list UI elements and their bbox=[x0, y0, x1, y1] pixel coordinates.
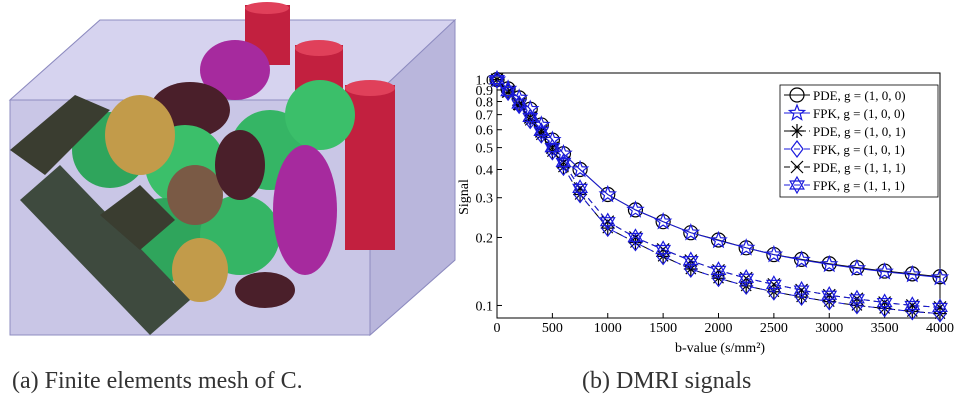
x-tick-label: 4000 bbox=[926, 321, 954, 336]
y-tick-label: 1.0 bbox=[476, 74, 494, 89]
marker bbox=[544, 138, 561, 157]
y-tick-label: 0.2 bbox=[476, 231, 494, 246]
legend-marker bbox=[790, 140, 804, 158]
marker bbox=[739, 276, 753, 295]
marker bbox=[598, 184, 617, 203]
marker bbox=[877, 301, 892, 316]
legend-box bbox=[779, 84, 939, 198]
marker bbox=[904, 296, 921, 315]
marker bbox=[821, 286, 838, 305]
marker bbox=[876, 293, 893, 312]
marker bbox=[653, 211, 673, 230]
x-tick-label: 0 bbox=[494, 321, 501, 336]
marker bbox=[847, 258, 867, 277]
marker bbox=[764, 244, 784, 263]
marker bbox=[820, 254, 839, 273]
x-tick-label: 3500 bbox=[871, 321, 899, 336]
legend-label: PDE, g = (1, 0, 1) bbox=[813, 124, 906, 139]
legend-marker bbox=[790, 160, 804, 174]
marker bbox=[738, 269, 755, 288]
caption: (a) Finite elements mesh of C. bbox=[12, 368, 303, 394]
y-tick-label: 0.4 bbox=[476, 164, 494, 179]
legend-label: FPK, g = (1, 0, 1) bbox=[813, 142, 905, 157]
caption: (b) DMRI signals bbox=[582, 368, 751, 394]
x-tick-label: 1000 bbox=[594, 321, 622, 336]
x-tick-label: 500 bbox=[542, 321, 563, 336]
marker bbox=[849, 298, 864, 313]
legend-marker bbox=[790, 124, 804, 138]
marker bbox=[555, 153, 572, 172]
marker bbox=[793, 280, 810, 300]
legend-marker bbox=[789, 87, 805, 103]
marker bbox=[522, 108, 539, 127]
marker bbox=[572, 179, 588, 198]
legend-marker bbox=[787, 103, 807, 121]
marker bbox=[684, 260, 698, 279]
legend-label: PDE, g = (1, 1, 1) bbox=[813, 160, 906, 175]
y-tick-label: 0.3 bbox=[476, 192, 494, 207]
marker bbox=[903, 264, 922, 283]
y-tick-label: 0.8 bbox=[476, 96, 494, 111]
x-tick-label: 3000 bbox=[815, 321, 843, 336]
legend-label: FPK, g = (1, 0, 0) bbox=[813, 106, 905, 121]
marker bbox=[736, 238, 756, 256]
marker bbox=[599, 212, 616, 231]
legend-label: PDE, g = (1, 0, 0) bbox=[813, 88, 906, 103]
x-tick-label: 2500 bbox=[760, 321, 788, 336]
marker bbox=[500, 82, 517, 101]
marker bbox=[570, 159, 590, 178]
marker bbox=[681, 223, 701, 241]
series-line bbox=[496, 79, 941, 315]
legend-marker bbox=[789, 175, 805, 195]
marker bbox=[489, 70, 505, 89]
y-tick-label: 0.1 bbox=[476, 299, 494, 314]
marker bbox=[626, 200, 645, 218]
y-tick-label: 0.5 bbox=[476, 142, 494, 157]
marker bbox=[511, 94, 528, 114]
x-tick-label: 1500 bbox=[649, 321, 677, 336]
mesh-render bbox=[8, 2, 457, 337]
y-tick-label: 0.9 bbox=[476, 84, 494, 99]
marker bbox=[932, 298, 948, 317]
chart: Signal b-value (s/mm²) 0 500 1000 1500 2000 2… bbox=[457, 69, 954, 356]
marker bbox=[765, 275, 782, 294]
marker bbox=[933, 306, 947, 321]
y-tick-label: 0.6 bbox=[476, 124, 494, 139]
x-axis-label: b-value (s/mm²) bbox=[675, 341, 765, 356]
marker bbox=[710, 261, 727, 280]
series-line bbox=[496, 79, 941, 308]
marker bbox=[875, 262, 894, 280]
marker bbox=[628, 235, 643, 250]
marker bbox=[709, 230, 728, 249]
marker bbox=[682, 251, 699, 270]
legend: PDE, g = (1, 0, 0) FPK, g = (1, 0, 0) PDE,… bbox=[779, 84, 939, 198]
marker bbox=[711, 269, 726, 288]
marker bbox=[628, 233, 643, 252]
y-tick-label: 0.7 bbox=[476, 109, 494, 124]
marker bbox=[627, 228, 644, 247]
marker bbox=[849, 289, 865, 309]
marker bbox=[533, 122, 550, 141]
legend-label: FPK, g = (1, 1, 1) bbox=[813, 178, 905, 193]
marker bbox=[556, 160, 571, 175]
y-axis-label: Signal bbox=[457, 179, 472, 215]
marker bbox=[792, 250, 811, 268]
marker bbox=[655, 240, 672, 259]
marker bbox=[930, 267, 950, 286]
x-tick-label: 2000 bbox=[705, 321, 733, 336]
